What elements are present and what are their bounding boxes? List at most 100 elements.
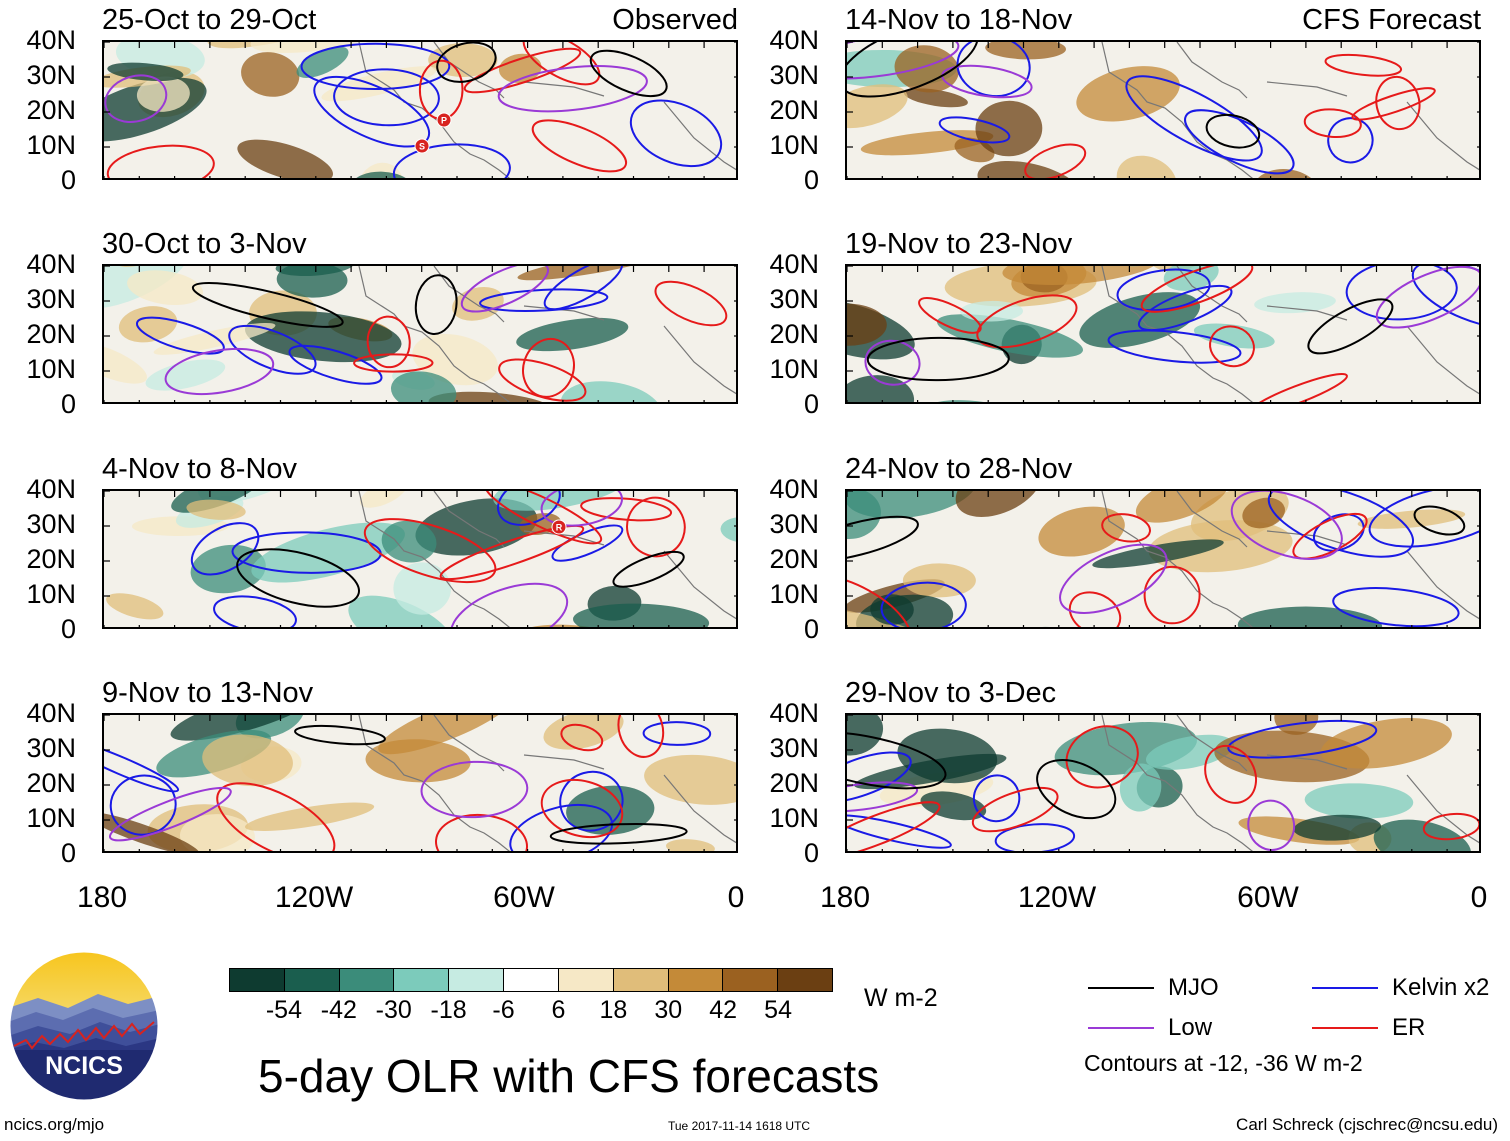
contour-line <box>104 739 180 793</box>
y-tick-label: 0 <box>803 614 819 644</box>
contour-line <box>460 266 549 313</box>
y-tick-label: 10N <box>26 579 76 609</box>
contour-line <box>880 581 967 627</box>
timestamp: Tue 2017-11-14 1618 UTC <box>668 1119 811 1133</box>
olr-anomaly-blob <box>1119 763 1162 812</box>
y-tick-label: 40N <box>769 474 819 504</box>
contour-line <box>1205 113 1261 149</box>
contour-line <box>540 491 623 527</box>
contour-line <box>366 315 411 369</box>
contour-line <box>216 782 336 851</box>
contour-line <box>654 280 728 327</box>
map-panel: 4-Nov to 8-Nov 40N 30N 20N 10N 0 R <box>26 453 738 643</box>
contour-line <box>1227 719 1378 759</box>
contour-line <box>236 548 360 608</box>
olr-anomaly-blob <box>847 715 884 756</box>
colorbar-cell <box>723 969 779 991</box>
y-tick-label: 0 <box>60 838 76 868</box>
colorbar-cell <box>230 969 285 991</box>
contour-line <box>1204 744 1258 804</box>
storm-marker: R <box>551 519 567 535</box>
legend-mjo: MJO <box>1088 974 1219 1002</box>
storm-letter: R <box>556 523 563 533</box>
contour-line <box>497 65 648 113</box>
olr-anomaly-blob <box>244 802 375 831</box>
y-axis-labels: 40N 30N 20N 10N 0 <box>2 251 76 418</box>
y-tick-label: 40N <box>26 698 76 728</box>
coastline <box>1101 42 1479 178</box>
olr-map: R <box>104 491 736 627</box>
olr-anomaly-blob <box>179 814 255 851</box>
y-tick-label: 30N <box>26 284 76 314</box>
contour-line <box>1368 491 1479 548</box>
olr-anomaly-blob <box>390 371 457 402</box>
contour-line <box>1143 565 1201 625</box>
colorbar-label: 42 <box>709 996 738 1024</box>
panel-title: 24-Nov to 28-Nov <box>845 453 1073 485</box>
chart-title: 5-day OLR with CFS forecasts <box>258 1050 880 1102</box>
colorbar-cell <box>504 969 559 991</box>
olr-anomaly-blob <box>1293 814 1382 841</box>
olr-anomaly-blob <box>381 520 437 563</box>
y-tick-label: 20N <box>26 768 76 798</box>
y-tick-label: 30N <box>769 60 819 90</box>
contour-line <box>104 74 168 123</box>
contour-line <box>434 813 529 851</box>
colorbar-cell <box>558 969 614 991</box>
contour-line <box>1247 373 1348 402</box>
olr-anomaly-blob <box>275 266 355 277</box>
map-panel: 29-Nov to 3-Dec 40N 30N 20N 10N 0 <box>769 677 1481 867</box>
olr-anomaly-blob <box>897 728 998 784</box>
contour-line <box>551 524 624 562</box>
legend-label: Low <box>1168 1014 1213 1041</box>
contour-line <box>1411 266 1479 329</box>
contour-line <box>1116 268 1211 312</box>
contour-line <box>1324 53 1403 77</box>
contour-line <box>847 781 919 813</box>
contour-line <box>1307 298 1394 355</box>
axis-ticks <box>847 266 1479 402</box>
coastline <box>358 715 736 851</box>
colorbar-cell <box>449 969 505 991</box>
contours-note: Contours at -12, -36 W m-2 <box>1084 1050 1363 1076</box>
olr-anomaly-blob <box>321 66 437 102</box>
axis-ticks <box>104 491 736 627</box>
contour-line <box>1312 513 1365 552</box>
contour-line <box>1345 266 1458 321</box>
contour-line <box>1351 87 1436 121</box>
contour-line <box>560 723 604 752</box>
axis-ticks <box>847 491 1479 627</box>
axis-ticks <box>847 42 1479 178</box>
olr-anomaly-blob <box>1304 783 1414 819</box>
contour-line <box>1059 543 1168 614</box>
colorbar-label: -30 <box>375 996 412 1024</box>
contour-line <box>629 99 723 168</box>
site-link[interactable]: ncics.org/mjo <box>4 1115 105 1134</box>
x-tick-label: 60W <box>1237 881 1299 914</box>
legend-swatch <box>1088 1027 1154 1029</box>
contour-line <box>300 42 451 91</box>
y-tick-label: 20N <box>769 319 819 349</box>
olr-anomaly-blob <box>359 491 408 508</box>
contour-line <box>847 42 960 80</box>
storm-marker: P <box>436 112 452 128</box>
contour-line <box>333 68 440 127</box>
y-axis-labels: 40N 30N 20N 10N 0 <box>2 476 76 643</box>
olr-anomaly-blob <box>1320 718 1452 769</box>
olr-anomaly-blob <box>1116 155 1177 178</box>
olr-anomaly-blob <box>127 270 204 306</box>
contour-line <box>971 786 1059 833</box>
contour-line <box>1332 587 1460 627</box>
olr-anomaly-blob <box>1004 393 1099 404</box>
legend-er: ER <box>1312 1014 1425 1042</box>
y-tick-label: 10N <box>769 803 819 833</box>
legend-swatch <box>1312 987 1378 989</box>
y-tick-label: 30N <box>26 733 76 763</box>
contour-line <box>559 770 624 832</box>
olr-map: PS <box>104 42 736 178</box>
olr-anomaly-blob <box>560 381 662 402</box>
olr-anomaly-blob <box>106 593 164 620</box>
y-axis-labels: 40N 30N 20N 10N 0 <box>745 476 819 643</box>
olr-anomaly-blob <box>245 311 402 363</box>
panel-title: 4-Nov to 8-Nov <box>102 453 298 485</box>
